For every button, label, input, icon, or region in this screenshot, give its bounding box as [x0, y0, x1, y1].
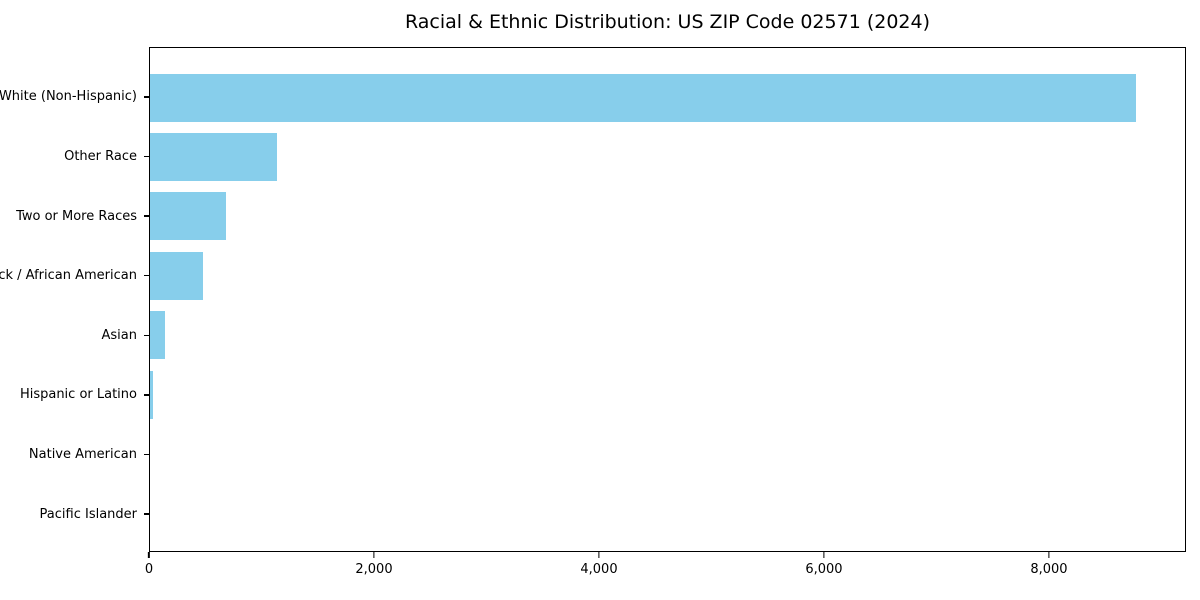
x-tick: 6,000 [805, 552, 843, 577]
x-tick-label: 8,000 [1030, 562, 1068, 577]
bar [150, 73, 1137, 122]
chart-title: Racial & Ethnic Distribution: US ZIP Cod… [404, 11, 931, 33]
x-tick-label: 2,000 [355, 562, 393, 577]
bar [150, 251, 203, 300]
y-tick-mark [144, 453, 149, 456]
bar [150, 311, 165, 360]
bar [150, 133, 277, 182]
y-tick-mark [144, 274, 149, 277]
category-label: Black / African American [0, 268, 137, 284]
y-axis-label-row: Asian [0, 306, 149, 366]
y-tick-mark [144, 96, 149, 98]
bar-row [150, 68, 1185, 127]
category-label: White (Non-Hispanic) [0, 89, 137, 105]
y-tick-mark [144, 155, 149, 158]
bar [150, 192, 226, 241]
y-axis-label-row: Black / African American [0, 246, 149, 306]
bar-row [150, 424, 1185, 483]
bar [150, 370, 154, 419]
bar-row [150, 127, 1185, 186]
y-axis-label-row: Hispanic or Latino [0, 365, 149, 425]
y-axis-labels: White (Non-Hispanic) Other Race Two or Mor… [0, 47, 149, 552]
category-label: Hispanic or Latino [19, 387, 137, 403]
y-axis-label-row: Pacific Islander [0, 484, 149, 544]
bar-row [150, 246, 1185, 305]
plot-area [149, 47, 1186, 552]
bar-row [150, 484, 1185, 543]
y-axis-label-row: Native American [0, 425, 149, 485]
category-label: Two or More Races [16, 208, 137, 224]
x-tick-mark [373, 552, 375, 558]
y-tick-mark [144, 513, 149, 515]
x-tick: 2,000 [355, 552, 393, 577]
x-tick: 4,000 [580, 552, 618, 577]
category-label: Pacific Islander [39, 506, 137, 522]
category-label: Other Race [64, 148, 137, 164]
x-tick-label: 4,000 [580, 562, 618, 577]
x-tick-label: 6,000 [805, 562, 843, 577]
x-axis: 0 2,000 4,000 6,000 8,000 [145, 552, 1186, 592]
x-tick-mark [1048, 552, 1050, 558]
category-label: Native American [28, 447, 137, 463]
y-tick-mark [144, 334, 149, 337]
y-axis-label-row: Other Race [0, 127, 149, 187]
bar-row [150, 365, 1185, 424]
x-tick-mark [823, 552, 825, 558]
y-axis-label-row: White (Non-Hispanic) [0, 67, 149, 127]
category-label: Asian [101, 327, 137, 343]
x-tick-label: 0 [144, 562, 154, 577]
y-tick-mark [144, 394, 149, 396]
x-tick-mark [598, 552, 600, 558]
x-tick: 0 [145, 552, 153, 577]
bar-row [150, 187, 1185, 246]
x-tick-mark [148, 552, 150, 558]
x-tick: 8,000 [1030, 552, 1068, 577]
bar-row [150, 306, 1185, 365]
y-axis-label-row: Two or More Races [0, 186, 149, 246]
y-tick-mark [144, 215, 149, 217]
